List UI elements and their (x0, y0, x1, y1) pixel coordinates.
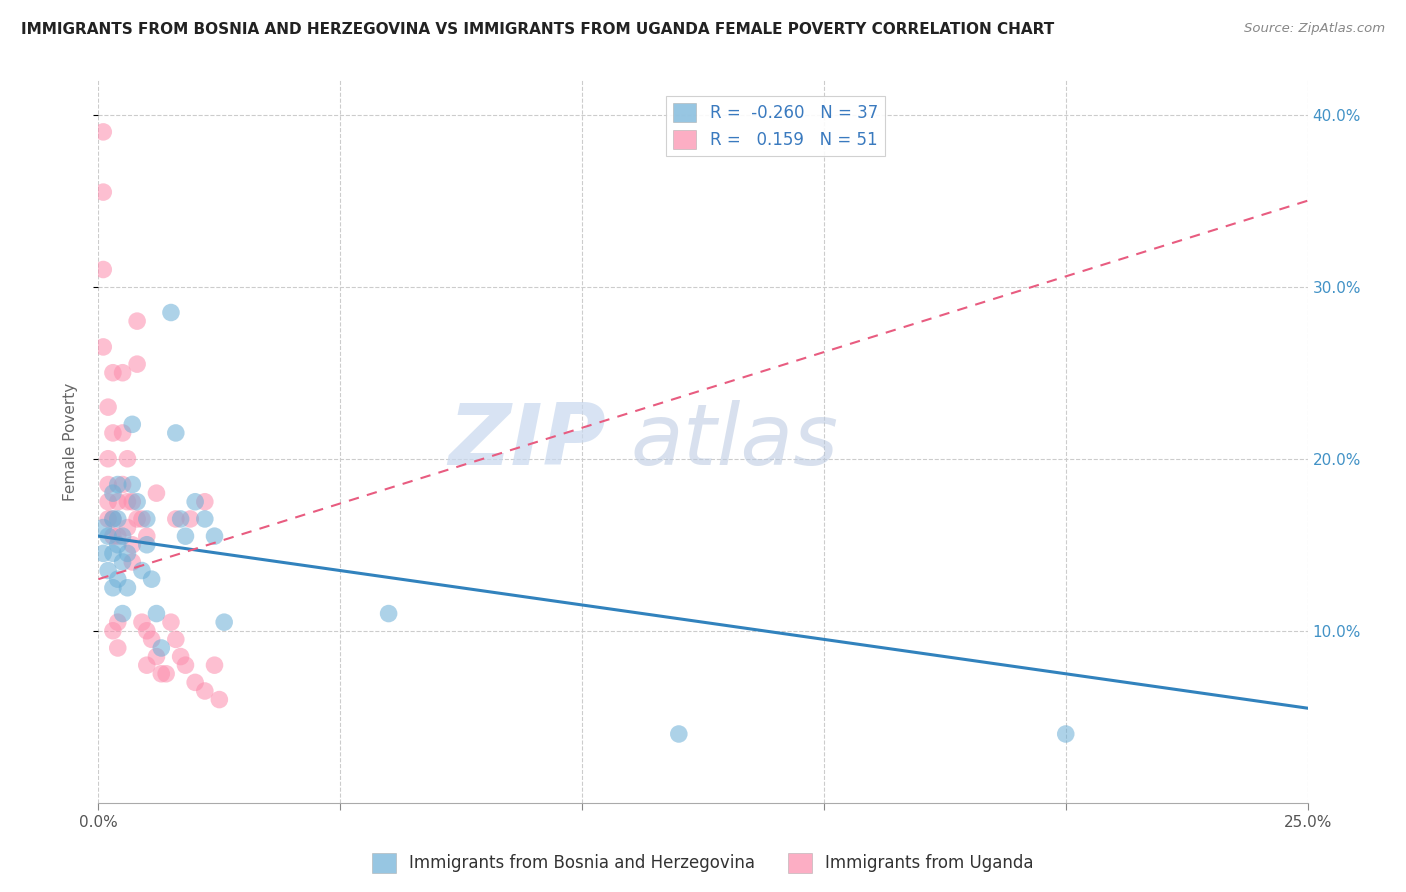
Point (107, 615, 129, 630)
Point (111, 425, 134, 440)
Point (97, 400, 120, 414)
Point (97, 494, 120, 508)
Point (101, 512, 124, 526)
Point (377, 607, 399, 621)
Point (145, 486, 167, 500)
Legend: R =  -0.260   N = 37, R =   0.159   N = 51: R = -0.260 N = 37, R = 0.159 N = 51 (666, 95, 884, 156)
Point (204, 658, 226, 673)
Point (160, 305, 183, 319)
Point (117, 546, 139, 560)
Point (97, 564, 120, 578)
Point (165, 512, 187, 526)
Point (107, 477, 129, 491)
Text: ZIP: ZIP (449, 400, 606, 483)
Point (194, 512, 217, 526)
Point (121, 477, 143, 491)
Point (150, 640, 173, 655)
Point (111, 529, 134, 543)
Point (194, 684, 217, 698)
Point (131, 564, 153, 578)
Point (131, 615, 153, 630)
Point (107, 529, 129, 543)
Point (208, 692, 231, 706)
Y-axis label: Female Poverty: Female Poverty (63, 383, 77, 500)
Legend: Immigrants from Bosnia and Herzegovina, Immigrants from Uganda: Immigrants from Bosnia and Herzegovina, … (366, 847, 1040, 880)
Point (111, 607, 134, 621)
Text: IMMIGRANTS FROM BOSNIA AND HERZEGOVINA VS IMMIGRANTS FROM UGANDA FEMALE POVERTY : IMMIGRANTS FROM BOSNIA AND HERZEGOVINA V… (21, 22, 1054, 37)
Point (107, 512, 129, 526)
Point (117, 451, 139, 466)
Point (127, 357, 149, 371)
Point (101, 512, 124, 526)
Point (97, 477, 120, 491)
Point (145, 607, 167, 621)
Point (127, 494, 149, 508)
Point (141, 632, 163, 647)
Point (121, 494, 143, 508)
Point (169, 649, 191, 664)
Point (155, 666, 177, 681)
Text: Source: ZipAtlas.com: Source: ZipAtlas.com (1244, 22, 1385, 36)
Point (174, 658, 197, 673)
Point (111, 366, 134, 380)
Text: atlas: atlas (630, 400, 838, 483)
Point (101, 366, 124, 380)
Point (91, 546, 114, 560)
Point (121, 555, 143, 569)
Point (91, 262, 114, 277)
Point (117, 494, 139, 508)
Point (131, 512, 153, 526)
Point (1054, 727, 1077, 741)
Point (135, 529, 157, 543)
Point (107, 494, 129, 508)
Point (135, 512, 157, 526)
Point (141, 572, 163, 586)
Point (117, 581, 139, 595)
Point (212, 615, 235, 630)
Point (135, 624, 157, 638)
Point (145, 649, 167, 664)
Point (204, 529, 226, 543)
Point (101, 581, 124, 595)
Point (101, 486, 124, 500)
Point (97, 529, 120, 543)
Point (107, 572, 129, 586)
Point (668, 727, 690, 741)
Point (91, 340, 114, 354)
Point (194, 494, 217, 508)
Point (91, 520, 114, 534)
Point (174, 529, 197, 543)
Point (135, 658, 157, 673)
Point (101, 624, 124, 638)
Point (101, 546, 124, 560)
Point (117, 520, 139, 534)
Point (179, 512, 201, 526)
Point (97, 451, 120, 466)
Point (111, 555, 134, 569)
Point (184, 675, 207, 690)
Point (184, 494, 207, 508)
Point (165, 632, 187, 647)
Point (121, 538, 143, 552)
Point (150, 666, 173, 681)
Point (165, 425, 187, 440)
Point (101, 425, 124, 440)
Point (107, 640, 129, 655)
Point (121, 417, 143, 432)
Point (127, 314, 149, 328)
Point (127, 512, 149, 526)
Point (160, 615, 183, 630)
Point (135, 538, 157, 552)
Point (97, 512, 120, 526)
Point (91, 125, 114, 139)
Point (91, 185, 114, 199)
Point (101, 529, 124, 543)
Point (169, 512, 191, 526)
Point (111, 477, 134, 491)
Point (107, 538, 129, 552)
